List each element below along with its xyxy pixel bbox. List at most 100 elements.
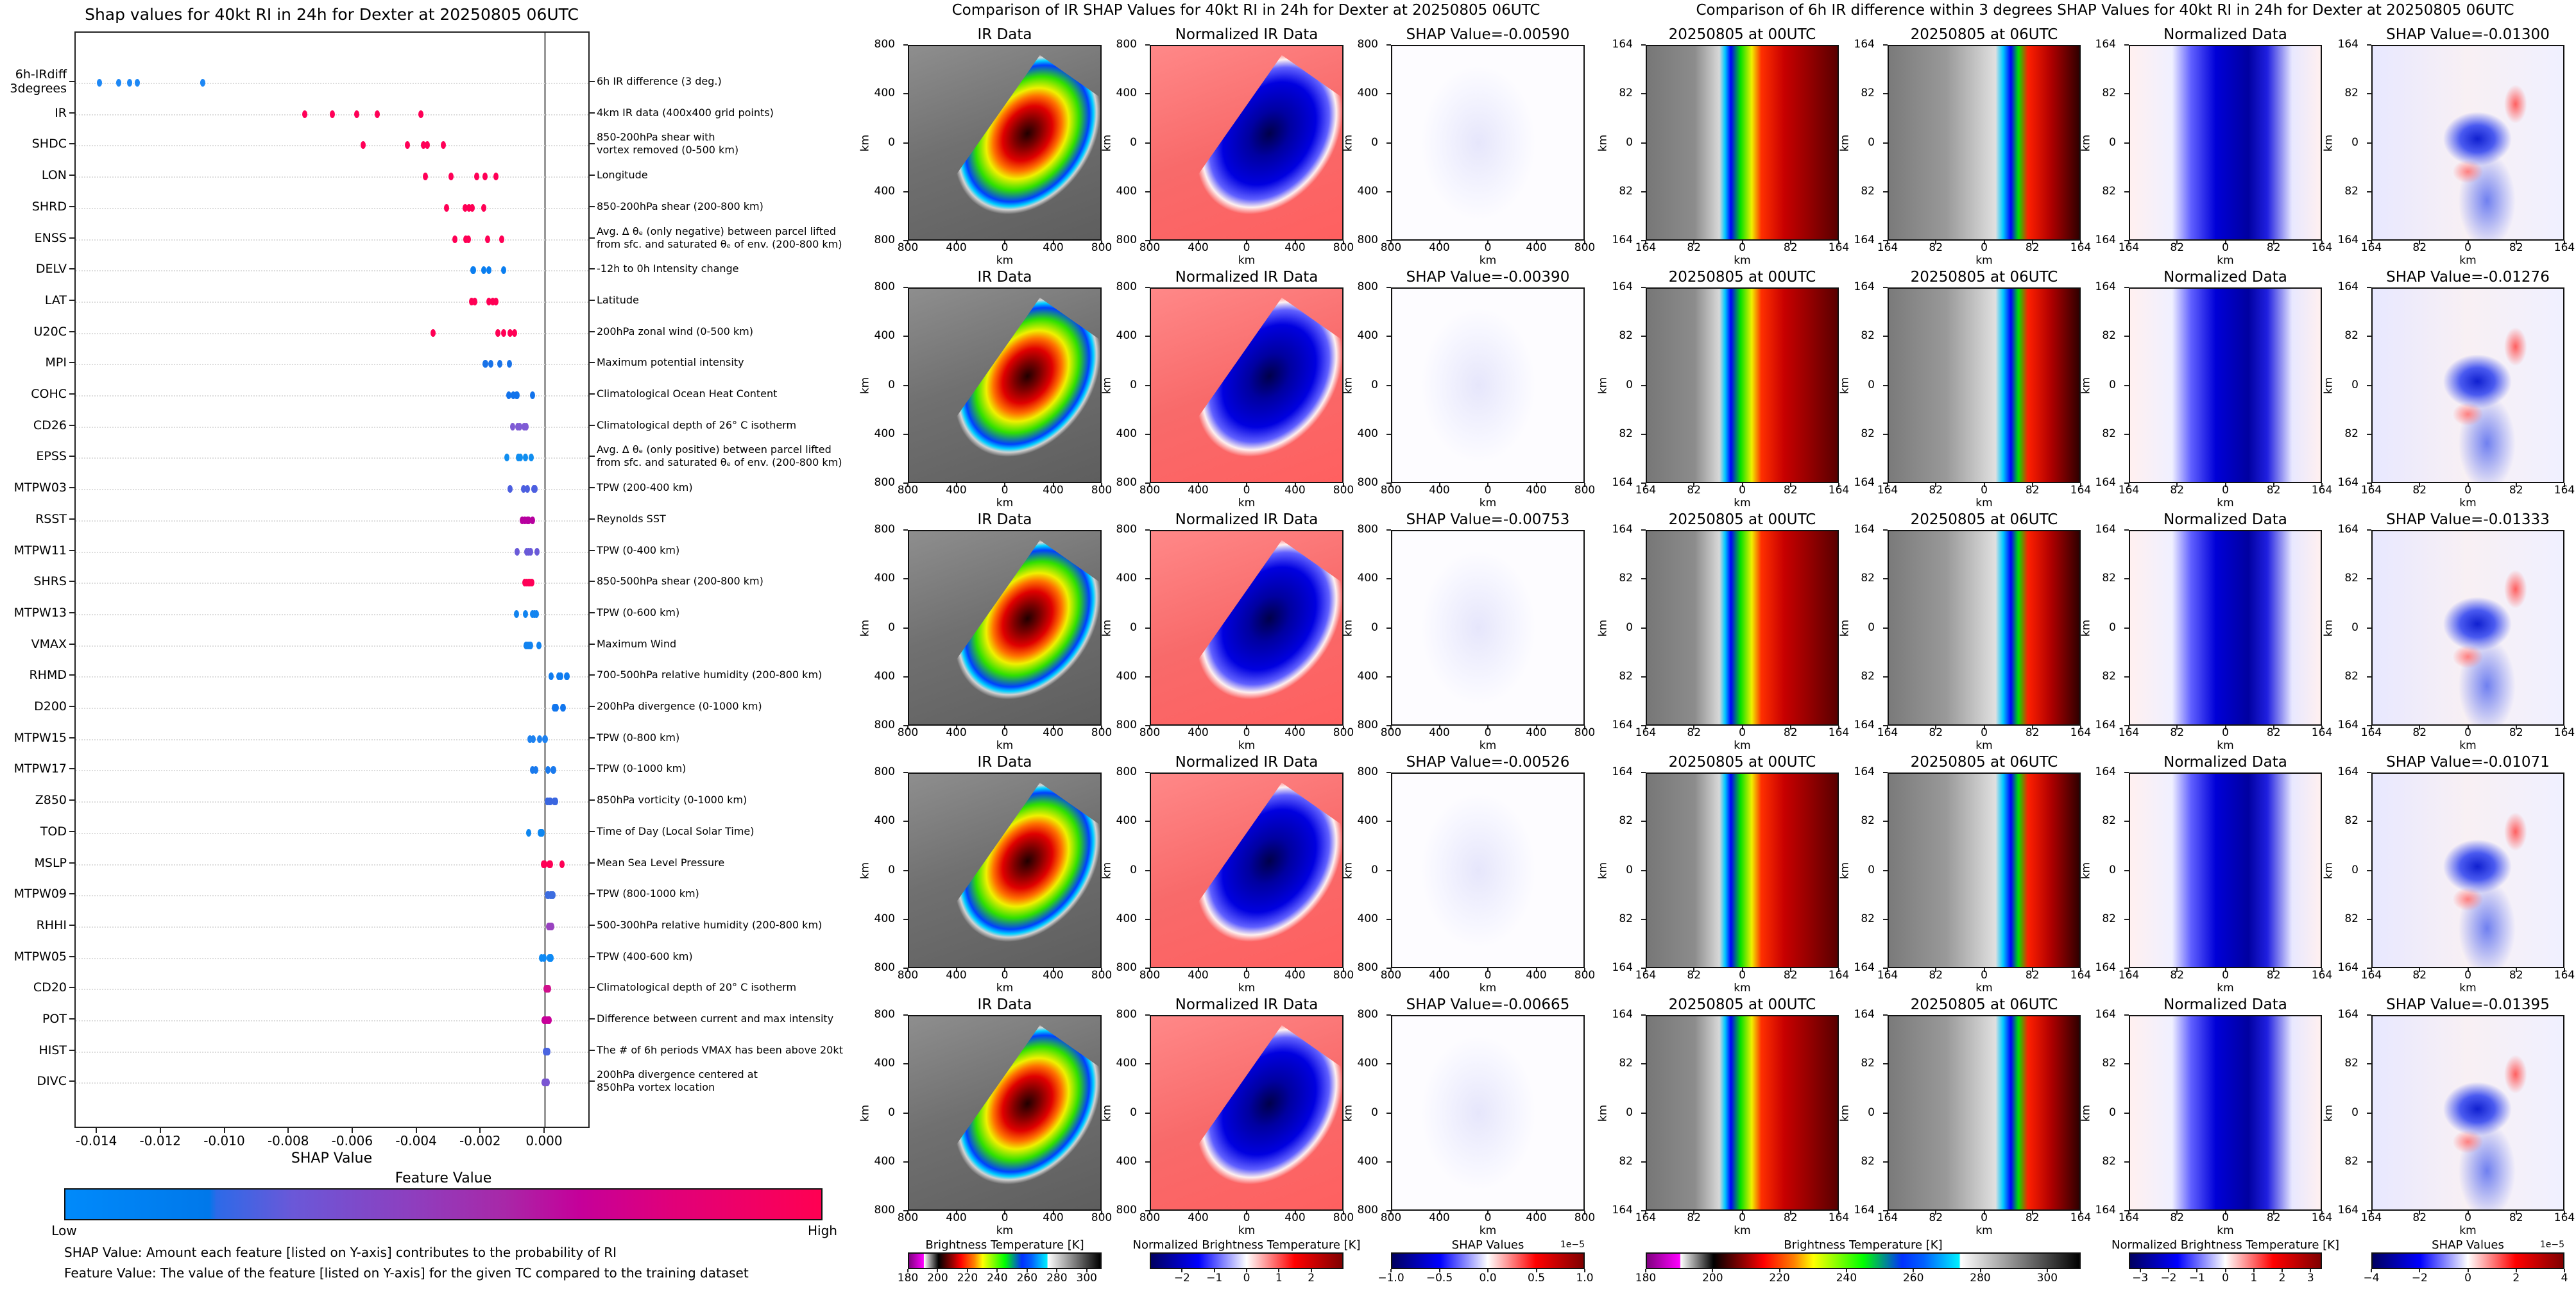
colorbar-label: Brightness Temperature [K]	[1784, 1238, 1943, 1252]
x-tick	[1645, 1211, 1646, 1215]
y-tick-label: 164	[1612, 719, 1633, 731]
y-tick-label: 800	[874, 765, 895, 778]
x-tick-label: 164	[1635, 969, 1657, 982]
colorbar-tick	[1086, 1269, 1088, 1272]
x-tick-label: 164	[1877, 726, 1898, 739]
x-tick-label: 800	[1380, 484, 1402, 497]
feature-description: Reynolds SST	[597, 512, 666, 525]
x-axis-label: km	[1479, 739, 1497, 752]
grid-line	[76, 1051, 588, 1053]
x-tick	[1438, 1211, 1440, 1215]
y-tick-label: 800	[1116, 1204, 1137, 1216]
x-tick	[1535, 1211, 1537, 1215]
y-tick-label: 164	[2337, 961, 2358, 974]
right-y-tick	[590, 1080, 595, 1082]
shap-point	[550, 766, 556, 774]
x-tick	[1935, 241, 1937, 244]
shap-point	[418, 110, 423, 118]
x-tick-label: 800	[1139, 726, 1161, 739]
x-tick-label: 400	[1043, 726, 1064, 739]
colorbar-tick-label: 2	[2278, 1272, 2286, 1285]
y-axis-label: km	[1100, 862, 1114, 879]
y-tick	[69, 330, 74, 332]
x-tick-label: 800	[1333, 1211, 1354, 1224]
y-tick-label: 82	[1619, 87, 1633, 100]
y-tick	[2124, 772, 2129, 773]
y-tick-label: 0	[1130, 135, 1137, 149]
shap-point	[425, 141, 431, 149]
y-tick-label: 400	[874, 1057, 895, 1070]
y-tick	[69, 237, 74, 239]
feature-label: RHMD	[29, 668, 67, 683]
x-tick	[1390, 968, 1392, 972]
colorbar-tick	[1310, 1269, 1312, 1272]
x-tick-label: 800	[1380, 726, 1402, 739]
image-panel	[1150, 287, 1343, 483]
colorbar-label: SHAP Values	[1451, 1238, 1524, 1252]
shap-point	[511, 391, 516, 399]
x-tick-label: 82	[1929, 969, 1943, 982]
feature-label: CD26	[33, 418, 67, 432]
shap-point	[549, 953, 554, 962]
colorbar-tick	[966, 1269, 968, 1272]
y-tick	[1145, 869, 1150, 871]
y-tick-label: 82	[2344, 184, 2358, 198]
y-tick	[69, 175, 74, 176]
shap-point	[523, 610, 529, 618]
shap-point	[553, 798, 559, 806]
x-tick-label: 0	[1001, 1211, 1009, 1224]
y-axis-label: km	[1596, 134, 1610, 151]
colorbar-tick-label: −3	[2132, 1272, 2149, 1285]
right-y-tick	[590, 518, 595, 520]
y-tick-label: 82	[1861, 184, 1875, 198]
x-tick	[1887, 483, 1888, 487]
x-tick-label: 164	[2070, 1211, 2092, 1224]
y-tick	[1145, 433, 1150, 435]
y-tick-label: 800	[874, 234, 895, 246]
y-tick	[1883, 1161, 1888, 1163]
colorbar-label: Normalized Brightness Temperature [K]	[2111, 1238, 2339, 1252]
right-y-tick	[590, 299, 595, 301]
image-panel	[908, 287, 1102, 483]
x-tick-label: 164	[2070, 484, 2092, 497]
y-tick-label: 400	[874, 427, 895, 440]
x-tick-label: -0.004	[395, 1133, 437, 1148]
y-tick	[903, 1112, 908, 1114]
y-tick-label: 0	[888, 620, 895, 634]
colorbar-tick-label: 240	[1836, 1272, 1857, 1285]
y-tick	[1641, 191, 1646, 192]
y-tick	[2367, 1063, 2371, 1065]
shap-point	[465, 235, 471, 243]
y-tick	[2367, 578, 2371, 580]
right-y-tick	[590, 1049, 595, 1051]
shap-point	[500, 329, 506, 337]
y-tick	[1145, 1112, 1150, 1114]
y-tick	[1641, 725, 1646, 726]
y-tick	[2124, 1014, 2129, 1016]
y-tick	[69, 893, 74, 895]
x-tick	[1645, 241, 1646, 244]
x-tick-label: 82	[2509, 1211, 2523, 1224]
x-tick-label: 82	[2509, 484, 2523, 497]
x-tick-label: 800	[1574, 969, 1596, 982]
feature-description: Climatological Ocean Heat Content	[597, 388, 778, 400]
feature-label: MSLP	[34, 855, 67, 870]
y-tick	[1883, 676, 1888, 678]
y-tick-label: 800	[1357, 523, 1378, 536]
y-axis-label: km	[2079, 619, 2093, 636]
grid-line	[76, 645, 588, 647]
x-tick-label: 0	[1484, 969, 1492, 982]
y-tick	[69, 924, 74, 926]
grid-line	[76, 520, 588, 522]
x-tick	[1149, 968, 1150, 972]
y-tick-label: 82	[2344, 1154, 2358, 1168]
y-tick-label: 0	[1130, 378, 1137, 391]
y-tick	[69, 456, 74, 457]
y-tick-label: 82	[2102, 184, 2116, 198]
y-tick	[1386, 44, 1391, 46]
y-tick-label: 82	[2344, 669, 2358, 683]
y-tick-label: 164	[2337, 1008, 2358, 1021]
shap-point	[495, 329, 501, 337]
y-tick	[903, 433, 908, 435]
y-tick	[2367, 1161, 2371, 1163]
